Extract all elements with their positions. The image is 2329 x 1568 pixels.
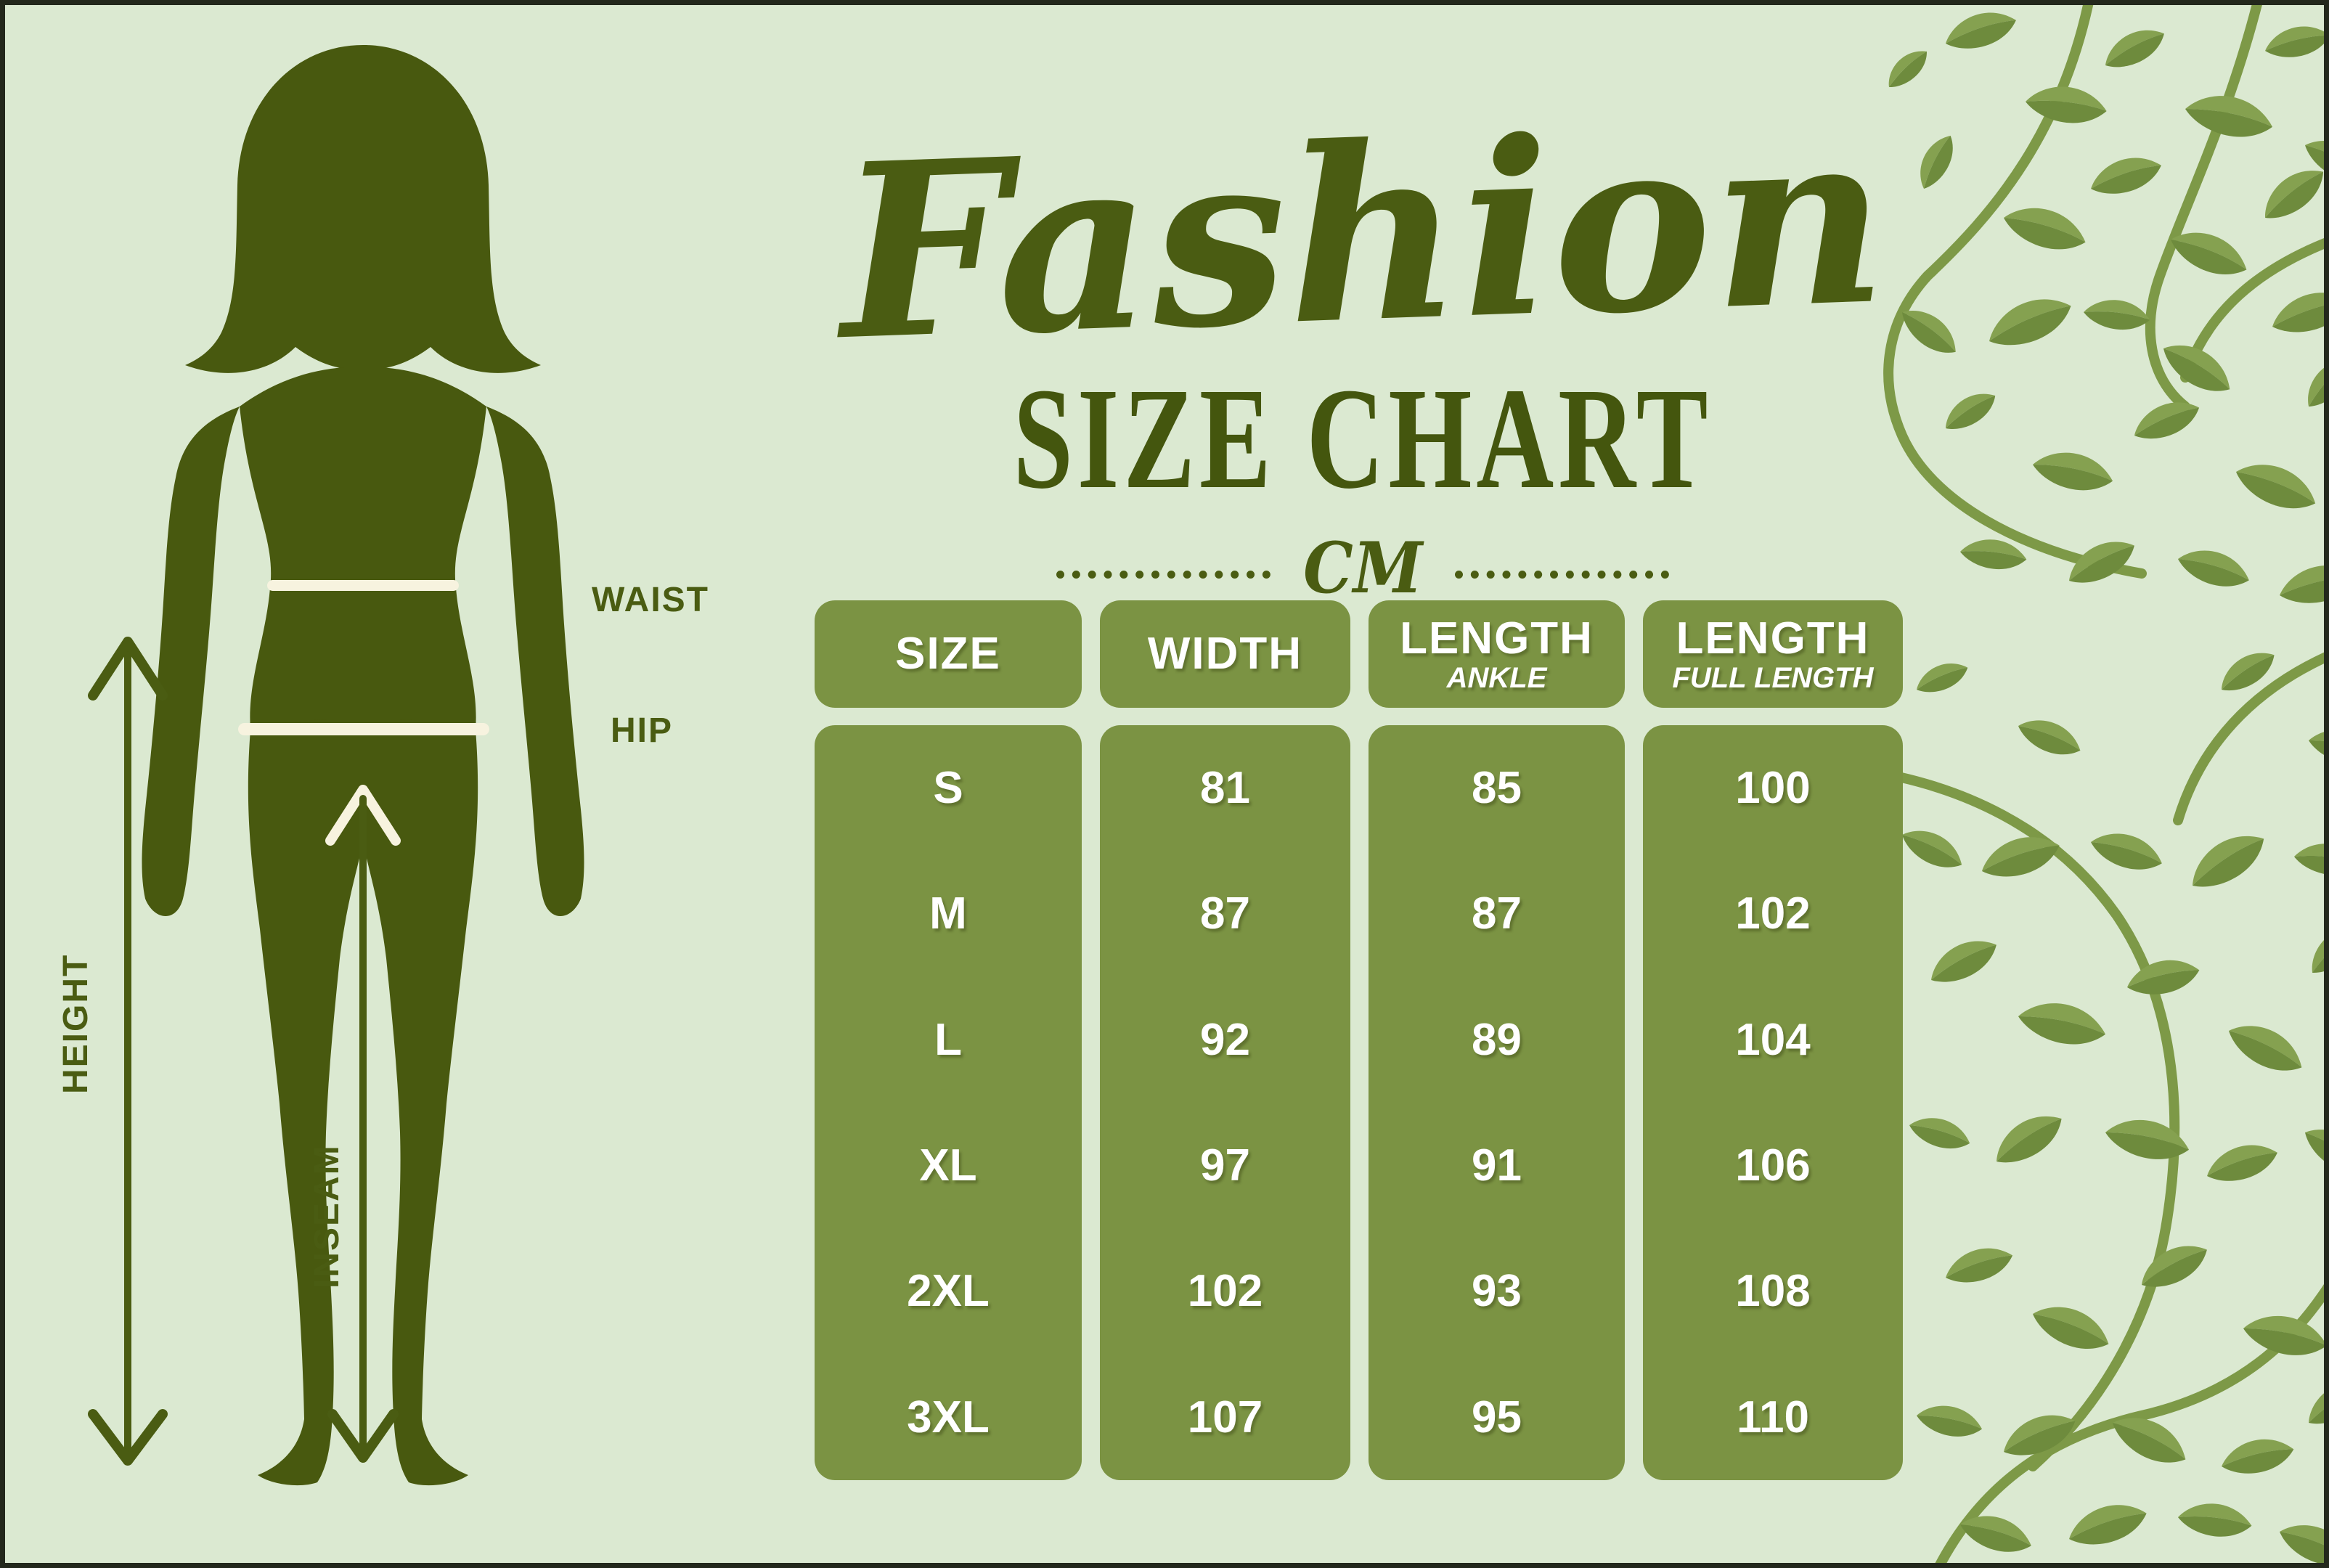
column-header-size: SIZE — [815, 600, 1082, 708]
inseam-arrow — [325, 785, 401, 1463]
table-cell-size: XL — [919, 1140, 977, 1191]
header-sublabel: FULL LENGTH — [1672, 661, 1874, 694]
column-length-ankle-values: 85 87 89 91 93 95 — [1369, 725, 1625, 1480]
table-cell-width: 107 — [1187, 1392, 1263, 1442]
hip-line — [238, 723, 489, 735]
leaf-vine-decoration — [1853, 5, 2324, 1563]
table-cell-full: 108 — [1735, 1266, 1811, 1317]
table-cell-size: 3XL — [907, 1392, 990, 1442]
table-cell-full: 104 — [1735, 1014, 1811, 1065]
table-cell-full: 110 — [1736, 1392, 1810, 1442]
header-label: SIZE — [895, 629, 1001, 679]
table-cell-full: 106 — [1735, 1140, 1811, 1191]
table-cell-size: M — [929, 889, 967, 939]
dotted-line-left — [1056, 570, 1270, 579]
table-cell-size: S — [933, 763, 963, 814]
height-arrow — [88, 637, 168, 1466]
table-cell-width: 97 — [1200, 1140, 1250, 1191]
female-body-silhouette — [142, 45, 584, 1486]
page-title: SIZE CHART — [1013, 358, 1713, 519]
table-cell-ankle: 93 — [1472, 1266, 1522, 1317]
column-length-full-values: 100 102 104 106 108 110 — [1643, 725, 1903, 1480]
inseam-label: INSEAM — [308, 1144, 346, 1289]
header-label: LENGTH — [1400, 613, 1594, 664]
table-cell-ankle: 89 — [1472, 1014, 1522, 1065]
dotted-line-right — [1455, 570, 1670, 579]
table-cell-full: 102 — [1735, 889, 1811, 939]
table-cell-full: 100 — [1735, 763, 1811, 814]
header-label: LENGTH — [1676, 613, 1870, 664]
table-cell-size: L — [934, 1014, 962, 1065]
table-cell-width: 102 — [1187, 1266, 1263, 1317]
table-cell-ankle: 85 — [1472, 763, 1522, 814]
column-size-values: S M L XL 2XL 3XL — [815, 725, 1082, 1480]
header-label: WIDTH — [1147, 629, 1303, 679]
unit-label: CM — [1302, 526, 1423, 609]
waist-line — [267, 580, 459, 591]
column-header-width: WIDTH — [1100, 600, 1350, 708]
table-cell-width: 87 — [1200, 889, 1250, 939]
table-cell-ankle: 95 — [1472, 1392, 1522, 1442]
table-cell-ankle: 87 — [1472, 889, 1522, 939]
waist-label: WAIST — [592, 581, 709, 619]
height-label: HEIGHT — [57, 953, 95, 1094]
column-header-length-ankle: LENGTH ANKLE — [1369, 600, 1625, 708]
table-cell-size: 2XL — [907, 1266, 990, 1317]
column-width-values: 81 87 92 97 102 107 — [1100, 725, 1350, 1480]
column-header-length-full: LENGTH FULL LENGTH — [1643, 600, 1903, 708]
unit-row: CM — [905, 513, 1820, 622]
header-sublabel: ANKLE — [1446, 661, 1547, 694]
hip-label: HIP — [611, 711, 674, 750]
table-cell-width: 81 — [1200, 763, 1250, 814]
table-cell-ankle: 91 — [1472, 1140, 1522, 1191]
table-cell-width: 92 — [1200, 1014, 1250, 1065]
